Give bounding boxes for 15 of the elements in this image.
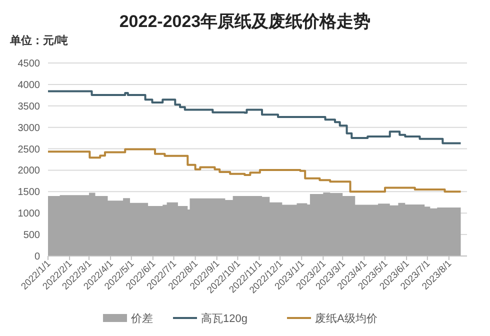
y-tick-label: 2000 bbox=[18, 166, 40, 177]
legend-label: 废纸A级均价 bbox=[315, 312, 378, 325]
y-tick-label: 1500 bbox=[18, 187, 40, 198]
legend-label: 高瓦120g bbox=[201, 312, 248, 325]
y-tick-label: 0 bbox=[34, 252, 40, 262]
y-tick-label: 1000 bbox=[18, 208, 40, 220]
legend-label: 价差 bbox=[130, 313, 153, 325]
y-tick-label: 3000 bbox=[18, 122, 40, 134]
y-tick-label: 4500 bbox=[18, 58, 40, 70]
y-tick-label: 2500 bbox=[18, 144, 40, 156]
y-axis-title: 单位：元/吨 bbox=[9, 34, 68, 47]
y-tick-label: 3500 bbox=[18, 101, 40, 112]
y-tick-label: 500 bbox=[23, 230, 40, 242]
y-tick-label: 4000 bbox=[18, 80, 40, 91]
chart-title: 2022-2023年原纸及废纸价格走势 bbox=[119, 12, 371, 31]
